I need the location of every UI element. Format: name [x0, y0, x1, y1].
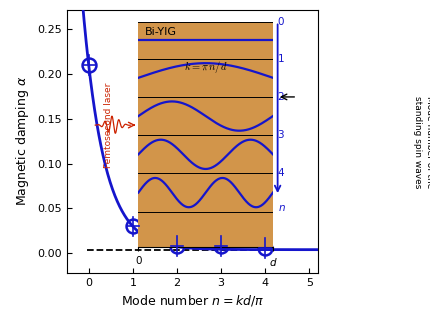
- X-axis label: Mode number $n = kd/\pi$: Mode number $n = kd/\pi$: [121, 293, 264, 308]
- Y-axis label: Magnetic damping $\alpha$: Magnetic damping $\alpha$: [15, 76, 31, 206]
- Text: Mode number of the
standing spin waves: Mode number of the standing spin waves: [413, 96, 430, 188]
